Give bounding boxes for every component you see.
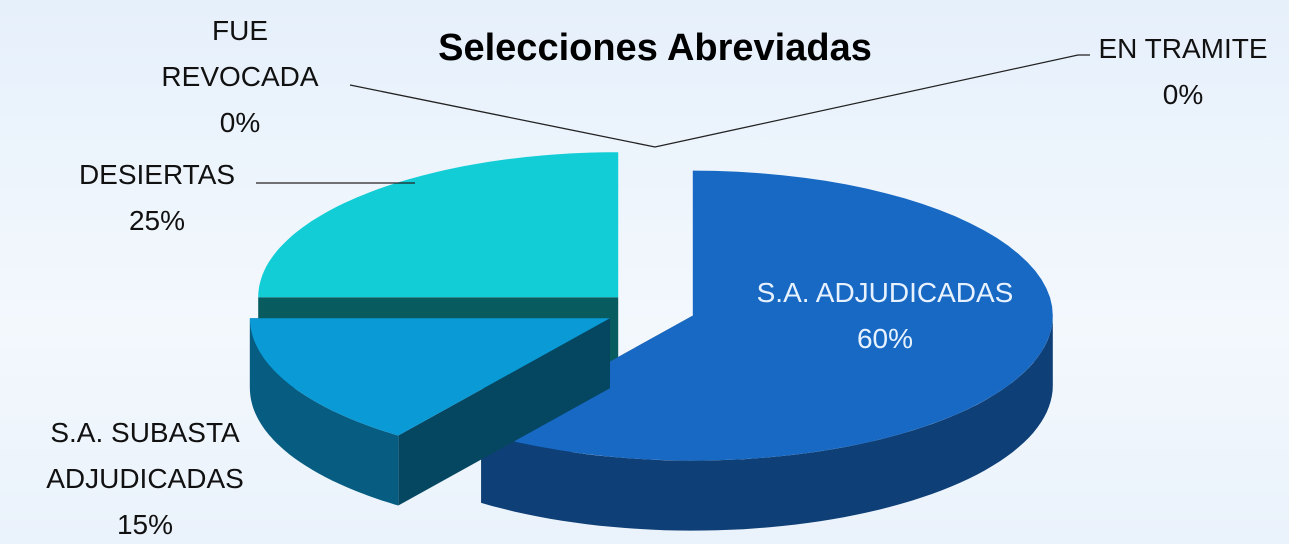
- slice-side: [481, 315, 1053, 531]
- value-label: 25%: [128, 205, 186, 236]
- data-label: S.A. ADJUDICADAS 60%: [750, 270, 1020, 362]
- category-label: EN TRAMITE: [1098, 33, 1268, 64]
- pie: [249, 152, 1053, 531]
- slice-top: [258, 152, 619, 298]
- leader-line: [349, 54, 1090, 148]
- slice: [249, 318, 610, 506]
- chart-title: Selecciones Abreviadas: [438, 27, 872, 69]
- category-label: S.A. SUBASTA ADJUDICADAS: [46, 417, 244, 494]
- value-label: 0%: [219, 107, 261, 138]
- category-label: DESIERTAS: [78, 159, 236, 190]
- data-label: EN TRAMITE 0%: [1083, 26, 1283, 118]
- slice-top: [481, 170, 1053, 461]
- slice-side: [249, 318, 399, 506]
- slice-top: [249, 318, 610, 436]
- value-label: 15%: [116, 509, 174, 540]
- category-label: FUE REVOCADA: [161, 15, 319, 92]
- slice: [481, 170, 1053, 531]
- value-label: 0%: [1162, 79, 1204, 110]
- data-label: DESIERTAS 25%: [47, 152, 267, 244]
- data-label: FUE REVOCADA 0%: [150, 8, 330, 146]
- value-label: 60%: [856, 323, 914, 354]
- category-label: S.A. ADJUDICADAS: [756, 277, 1014, 308]
- data-label: S.A. SUBASTA ADJUDICADAS 15%: [5, 410, 285, 544]
